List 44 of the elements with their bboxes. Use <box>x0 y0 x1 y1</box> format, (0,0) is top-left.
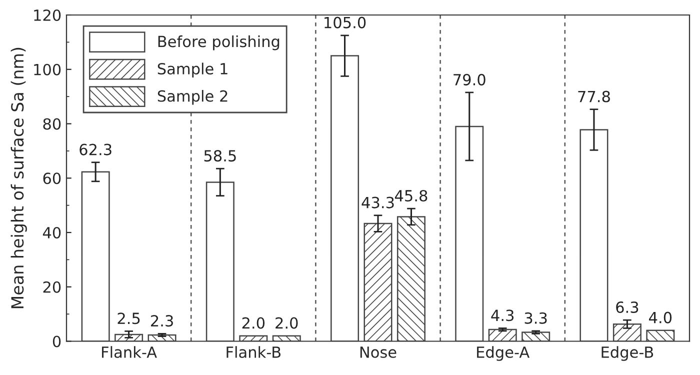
x-tick-label: Flank-A <box>102 346 157 358</box>
bar <box>612 323 642 342</box>
data-label: 105.0 <box>324 16 366 28</box>
bar <box>364 222 392 342</box>
bar <box>646 330 675 342</box>
bar <box>396 216 426 342</box>
data-label: 77.8 <box>578 90 610 102</box>
data-label: 2.5 <box>118 312 140 324</box>
data-label: 4.0 <box>649 312 672 324</box>
y-tick-label: 120 <box>34 9 61 22</box>
data-label: 6.3 <box>616 301 638 314</box>
bar <box>81 171 110 342</box>
bar <box>330 55 360 342</box>
legend-label: Sample 2 <box>158 90 228 105</box>
data-label: 2.3 <box>151 315 173 327</box>
y-tick-label: 100 <box>34 64 61 76</box>
legend-label: Sample 1 <box>158 62 228 78</box>
legend-label: Before polishing <box>158 35 280 50</box>
x-tick-label: Flank-B <box>226 346 281 358</box>
y-tick-label: 80 <box>43 118 61 130</box>
data-label: 3.3 <box>524 312 547 324</box>
bar <box>239 335 268 342</box>
data-label: 58.5 <box>204 150 236 162</box>
data-label: 45.8 <box>394 190 428 202</box>
bar <box>272 335 301 342</box>
data-label: 2.0 <box>242 317 265 329</box>
bar <box>522 332 550 342</box>
bar <box>206 182 234 342</box>
y-tick-label: 0 <box>52 336 61 348</box>
y-axis-title: Mean height of surface Sa (nm) <box>10 48 27 308</box>
bar <box>488 328 517 342</box>
data-label: 79.0 <box>454 74 486 86</box>
y-tick-label: 40 <box>42 226 61 239</box>
data-label: 2.0 <box>276 317 298 329</box>
x-tick-label: Edge-A <box>477 346 530 361</box>
y-tick-label: 60 <box>43 172 61 184</box>
x-tick-label: Edge-B <box>602 346 654 361</box>
data-label: 62.3 <box>80 144 112 156</box>
bar <box>455 126 484 342</box>
y-tick-label: 20 <box>43 281 61 293</box>
data-label: 43.3 <box>362 196 394 208</box>
data-label: 4.3 <box>491 310 514 322</box>
x-tick-label: Nose <box>360 346 396 358</box>
bar <box>580 129 608 342</box>
